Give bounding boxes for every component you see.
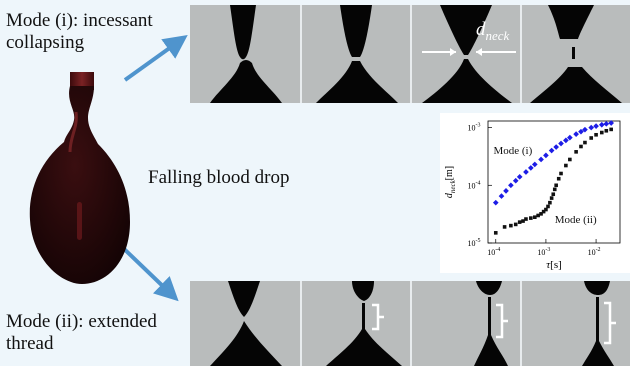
data-point-mode-ii: [559, 171, 563, 176]
y-axis-label-sub: neck: [449, 179, 457, 193]
data-point-mode-ii: [493, 231, 498, 235]
y-tick-label: 10-5: [468, 238, 481, 248]
data-point-mode-i: [527, 165, 534, 171]
x-axis-label-main: τ: [546, 259, 551, 271]
d-neck-sub: neck: [485, 27, 510, 43]
data-point-mode-i: [498, 193, 505, 199]
mode-ii-frame-1: [190, 281, 300, 366]
mode-i-frame-3: dneck: [412, 5, 520, 103]
x-axis-label: τ[s]: [546, 259, 562, 271]
data-point-mode-ii: [539, 212, 543, 216]
data-point-mode-i: [516, 174, 523, 180]
data-point-mode-i: [603, 121, 610, 127]
data-point-mode-ii: [549, 196, 554, 200]
y-axis-label-main: d: [444, 192, 455, 198]
mode-i-label: Mode (i): incessant collapsing: [6, 10, 153, 53]
plot-svg: 10-4 10-3 10-2 10-5 10-4 10-3 Mode (i) Mode (i…: [444, 120, 621, 271]
data-point-mode-ii: [509, 223, 513, 228]
x-tick-label: 10-2: [588, 247, 601, 257]
data-point-mode-i: [573, 131, 579, 137]
y-axis-label: dneck[m]: [444, 166, 457, 198]
mode-ii-label: Mode (ii): extended thread: [6, 311, 157, 354]
plot-annotation-1: Mode (i): [493, 145, 532, 157]
data-point-mode-ii: [529, 216, 533, 220]
data-point-mode-i: [558, 140, 564, 147]
y-tick-label: 10-3: [468, 123, 481, 133]
data-point-mode-ii: [609, 127, 613, 132]
x-tick-label: 10-3: [537, 247, 550, 257]
data-point-mode-ii: [583, 140, 587, 145]
data-point-mode-ii: [513, 222, 518, 227]
blood-drop-image: [29, 72, 130, 284]
y-tick-exponent: -5: [476, 238, 481, 244]
y-axis-label-unit: [m]: [444, 166, 455, 180]
data-point-mode-i: [503, 188, 509, 194]
data-point-mode-ii: [599, 130, 604, 135]
data-point-mode-ii: [589, 136, 594, 140]
data-point-mode-i: [588, 124, 595, 131]
data-point-mode-ii: [544, 207, 548, 212]
falling-drop-label: Falling blood drop: [148, 167, 290, 188]
data-point-mode-ii: [524, 217, 528, 221]
d-neck-annotation: dneck: [476, 19, 509, 44]
d-neck-vs-tau-plot: 10-4 10-3 10-2 10-5 10-4 10-3 Mode (i) Mode (i…: [440, 113, 630, 273]
x-tick-label: 10-4: [487, 247, 500, 257]
data-point-mode-ii: [604, 128, 609, 133]
data-point-mode-ii: [594, 132, 598, 137]
data-point-mode-i: [543, 152, 549, 159]
data-point-mode-ii: [574, 150, 578, 154]
data-point-mode-ii: [502, 225, 507, 229]
mode-i-frame-2: [302, 5, 410, 103]
data-point-mode-ii: [536, 213, 540, 218]
data-point-mode-ii: [579, 144, 583, 149]
data-point-mode-i: [492, 199, 499, 206]
data-point-mode-ii: [552, 187, 557, 192]
data-point-mode-i: [538, 156, 544, 163]
data-point-mode-i: [512, 177, 519, 184]
mode-ii-frame-3: [412, 281, 520, 366]
x-tick-exponent: -3: [545, 247, 550, 253]
data-point-mode-ii: [517, 220, 522, 224]
y-tick-label: 10-4: [468, 180, 481, 190]
x-tick-exponent: -4: [495, 247, 500, 253]
d-neck-main: d: [476, 19, 486, 40]
data-point-mode-ii: [568, 157, 572, 162]
data-point-mode-i: [523, 169, 529, 175]
data-point-mode-ii: [551, 192, 556, 197]
data-point-mode-ii: [554, 183, 558, 188]
data-point-mode-ii: [541, 209, 546, 214]
x-tick-exponent: -2: [596, 247, 601, 253]
x-axis-label-unit: [s]: [550, 259, 562, 271]
data-point-mode-ii: [548, 200, 552, 205]
mode-ii-frame-2: [302, 281, 410, 366]
data-point-mode-i: [593, 123, 599, 129]
plot-axes-box: [487, 120, 621, 244]
data-point-mode-ii: [564, 163, 568, 168]
data-point-mode-ii: [556, 176, 561, 181]
y-tick-exponent: -4: [476, 180, 481, 186]
data-point-mode-i: [548, 147, 555, 154]
data-point-mode-ii: [532, 215, 537, 219]
mode-i-frames: dneck: [190, 5, 630, 103]
data-point-mode-ii: [546, 204, 550, 209]
data-point-mode-i: [508, 182, 514, 189]
mode-ii-frame-4: [522, 281, 630, 366]
data-point-mode-i: [531, 161, 538, 168]
mode-i-frame-1: [190, 5, 300, 103]
y-tick-exponent: -3: [476, 123, 481, 129]
plot-annotation-2: Mode (ii): [555, 214, 597, 226]
data-point-mode-i: [553, 144, 559, 150]
mode-ii-frames: [190, 281, 630, 366]
data-point-mode-ii: [521, 219, 525, 223]
data-point-mode-i: [598, 121, 605, 128]
mode-i-frame-4: [522, 5, 630, 103]
